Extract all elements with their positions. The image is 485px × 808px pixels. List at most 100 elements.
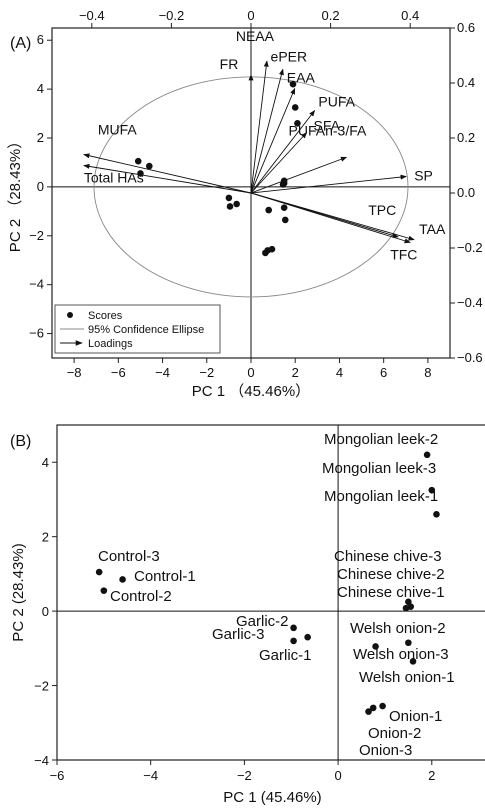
legend-ellipse-label: 95% Confidence Ellipse: [88, 324, 204, 336]
legend: Scores 95% Confidence Ellipse Loadings: [54, 304, 221, 354]
score-point-2: [137, 170, 144, 177]
panel-a-biplot: −8 −6 −4 −2 0 2 4 6 8 −6 −4 −2 0 2 4 6 −0.4 −0.2 0 0.2 0.4 −0…: [7, 8, 483, 400]
top-tick-label-1: −0.2: [159, 8, 185, 23]
right-tick-label-0: −0.6: [457, 350, 483, 365]
b-point-label-15: Onion-1: [389, 708, 442, 725]
x-tick-label-2: −4: [155, 365, 170, 380]
y-tick-label-3: 0: [37, 179, 44, 194]
b-point-14: [409, 658, 417, 665]
loading-label-2: FR: [220, 56, 239, 72]
b-x-tick-label-1: −4: [143, 768, 158, 783]
score-point-15: [289, 80, 297, 88]
loading-arrow-9: [250, 192, 415, 241]
loading-arrow-4: [250, 110, 316, 194]
top-tick-label-0: −0.4: [79, 8, 105, 23]
x-tick-label-8: 8: [424, 365, 431, 380]
b-point-label-5: Chinese chive-1: [337, 584, 445, 601]
y-tick-label-4: 2: [37, 130, 44, 145]
loading-label-11: MUFA: [98, 122, 138, 138]
score-point-17: [294, 120, 301, 127]
x-axis-title-b: PC 1 (45.46%): [223, 789, 321, 806]
loading-arrow-10: [250, 192, 411, 244]
x-tick-label-7: 6: [380, 365, 387, 380]
score-point-14: [280, 177, 288, 185]
b-point-label-1: Mongolian leek-3: [322, 460, 436, 477]
b-point-2: [433, 511, 440, 518]
b-point-6: [95, 568, 103, 576]
y-axis-title-b: PC 2 (28.43%): [10, 543, 27, 641]
score-point-16: [291, 104, 299, 111]
b-y-tick-label-1: −2: [34, 679, 49, 694]
b-point-label-17: Onion-3: [359, 742, 412, 759]
top-tick-label-4: 0.4: [401, 8, 419, 23]
b-x-tick-label-2: −2: [237, 768, 252, 783]
b-point-label-16: Onion-2: [368, 725, 421, 742]
loading-label-6: PUFAn-3/FA: [289, 122, 367, 138]
score-point-4: [233, 200, 240, 208]
right-tick-label-1: −0.4: [457, 295, 483, 310]
loading-label-1: ePER: [271, 48, 308, 64]
x-tick-label-0: −8: [67, 365, 82, 380]
b-point-label-3: Chinese chive-3: [334, 548, 442, 565]
score-point-10: [262, 249, 269, 257]
b-point-7: [119, 576, 126, 583]
b-y-tick-label-4: 4: [42, 455, 49, 470]
score-point-8: [281, 216, 289, 224]
b-point-13: [372, 643, 379, 650]
loading-arrow-7: [250, 174, 407, 194]
loading-arrow-0: [250, 60, 269, 194]
plot-frame-b: [56, 424, 485, 761]
b-point-17: [365, 708, 372, 715]
y-tick-label-2: −2: [29, 228, 44, 243]
b-point-1: [428, 486, 436, 494]
loading-label-4: PUFA: [318, 94, 355, 110]
b-point-label-10: Garlic-3: [212, 626, 265, 643]
loading-label-9: TAA: [419, 221, 446, 237]
b-y-tick-label-2: 0: [42, 604, 49, 619]
score-point-1: [145, 162, 153, 170]
loading-label-8: TPC: [368, 202, 396, 218]
score-point-0: [134, 157, 142, 165]
b-point-label-12: Welsh onion-2: [350, 620, 446, 637]
score-point-5: [226, 203, 234, 210]
score-point-11: [268, 245, 276, 253]
b-point-0: [423, 451, 431, 459]
y-tick-label-0: −6: [29, 326, 44, 341]
b-point-label-6: Control-3: [98, 548, 160, 565]
b-point-5: [402, 604, 410, 612]
x-tick-label-4: 0: [247, 365, 254, 380]
top-tick-label-2: 0: [247, 8, 254, 23]
score-point-3: [225, 194, 233, 202]
legend-scores-label: Scores: [88, 310, 123, 322]
y-tick-label-1: −4: [29, 277, 44, 292]
right-tick-label-5: 0.4: [457, 75, 475, 90]
b-point-16: [369, 704, 377, 712]
b-point-12: [405, 639, 412, 647]
loading-arrow-1: [250, 68, 284, 194]
loading-label-7: SP: [414, 168, 433, 184]
b-x-tick-label-3: 0: [334, 768, 341, 783]
b-point-label-14: Welsh onion-1: [359, 669, 455, 686]
b-point-10: [290, 637, 297, 645]
b-y-tick-label-0: −4: [34, 753, 49, 768]
b-point-8: [100, 587, 108, 594]
score-point-6: [265, 206, 272, 214]
y-axis-title-a: PC 2 （28.43%）: [7, 134, 24, 252]
b-point-11: [304, 633, 311, 641]
x-tick-label-6: 4: [336, 365, 343, 380]
b-point-label-2: Mongolian leek-1: [324, 488, 438, 505]
b-point-label-9: Garlic-2: [236, 613, 289, 630]
score-point-7: [280, 204, 288, 211]
loading-arrow-6: [250, 156, 348, 194]
b-point-label-13: Welsh onion-3: [353, 646, 449, 663]
b-x-tick-label-0: −6: [50, 768, 65, 783]
x-tick-label-1: −6: [111, 365, 126, 380]
legend-loadings-label: Loadings: [88, 338, 133, 350]
loading-label-10: TFC: [390, 247, 417, 263]
panel-label-b: (B): [10, 433, 31, 450]
b-point-15: [379, 702, 386, 710]
legend-scores-symbol: [67, 312, 73, 318]
b-x-tick-label-4: 2: [428, 768, 435, 783]
x-tick-label-5: 2: [292, 365, 299, 380]
